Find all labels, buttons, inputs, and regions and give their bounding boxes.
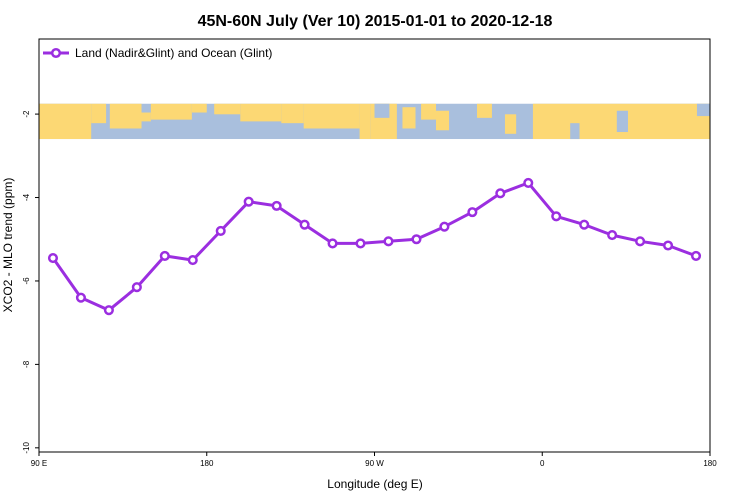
series-layer [47, 177, 702, 316]
map-water-inlet [570, 123, 580, 140]
y-tick-label: -8 [22, 360, 31, 368]
x-tick-label: 90 E [31, 459, 47, 468]
x-axis-label: Longitude (deg E) [327, 477, 422, 491]
data-point [103, 305, 114, 316]
map-landmass [39, 103, 92, 140]
data-point [271, 200, 282, 211]
y-axis-label: XCO2 - MLO trend (ppm) [1, 178, 15, 313]
map-landmass [240, 103, 282, 122]
map-water-inlet [374, 103, 390, 118]
legend-point-marker [50, 47, 62, 59]
map-landmass [436, 110, 450, 131]
map-landmass [150, 103, 192, 120]
data-point [579, 219, 590, 230]
data-point [663, 240, 674, 251]
data-point [523, 177, 534, 188]
map-landmass [91, 103, 107, 124]
data-point [355, 238, 366, 249]
data-point [215, 225, 226, 236]
map-water-inlet [616, 110, 628, 133]
data-point [187, 255, 198, 266]
world-map-strip [39, 103, 710, 140]
data-point [411, 234, 422, 245]
chart-title: 45N-60N July (Ver 10) 2015-01-01 to 2020… [198, 13, 553, 30]
legend-entry-label: Land (Nadir&Glint) and Ocean (Glint) [75, 46, 272, 60]
map-landmass [132, 112, 151, 122]
map-water-inlet [696, 103, 710, 117]
x-tick-label: 0 [540, 459, 545, 468]
y-axis: -2 -4 -6 -8 -10 [22, 110, 39, 454]
data-point [635, 236, 646, 247]
map-landmass [214, 103, 241, 115]
map-landmass [281, 103, 304, 124]
y-tick-label: -10 [22, 441, 31, 453]
y-tick-label: -2 [22, 110, 31, 118]
data-point [607, 230, 618, 241]
data-point [383, 236, 394, 247]
x-tick-label: 180 [703, 459, 717, 468]
data-point [690, 250, 702, 261]
data-point [243, 196, 254, 207]
data-point [159, 250, 170, 261]
data-point [467, 207, 478, 218]
data-point [47, 252, 59, 264]
map-landmass [504, 114, 517, 134]
map-landmass [402, 107, 416, 129]
map-landmass [421, 103, 437, 120]
map-landmass [477, 103, 492, 118]
data-point [75, 292, 86, 303]
x-tick-label: 90 W [365, 459, 384, 468]
series-line [51, 181, 697, 312]
data-point [131, 282, 142, 293]
data-point [495, 188, 506, 199]
map-landmass [191, 103, 207, 113]
y-tick-label: -6 [22, 277, 31, 285]
map-land [39, 103, 710, 140]
legend: Land (Nadir&Glint) and Ocean (Glint) [43, 46, 272, 60]
map-landmass [303, 103, 360, 129]
x-axis: 90 E 180 90 W 0 180 [31, 452, 717, 468]
x-tick-label: 180 [200, 459, 214, 468]
map-landmass [359, 103, 371, 140]
data-point [551, 211, 562, 222]
data-point [299, 219, 310, 230]
data-point [327, 238, 338, 249]
plot-frame [38, 38, 711, 453]
y-tick-label: -4 [22, 193, 31, 201]
data-point [439, 221, 450, 232]
